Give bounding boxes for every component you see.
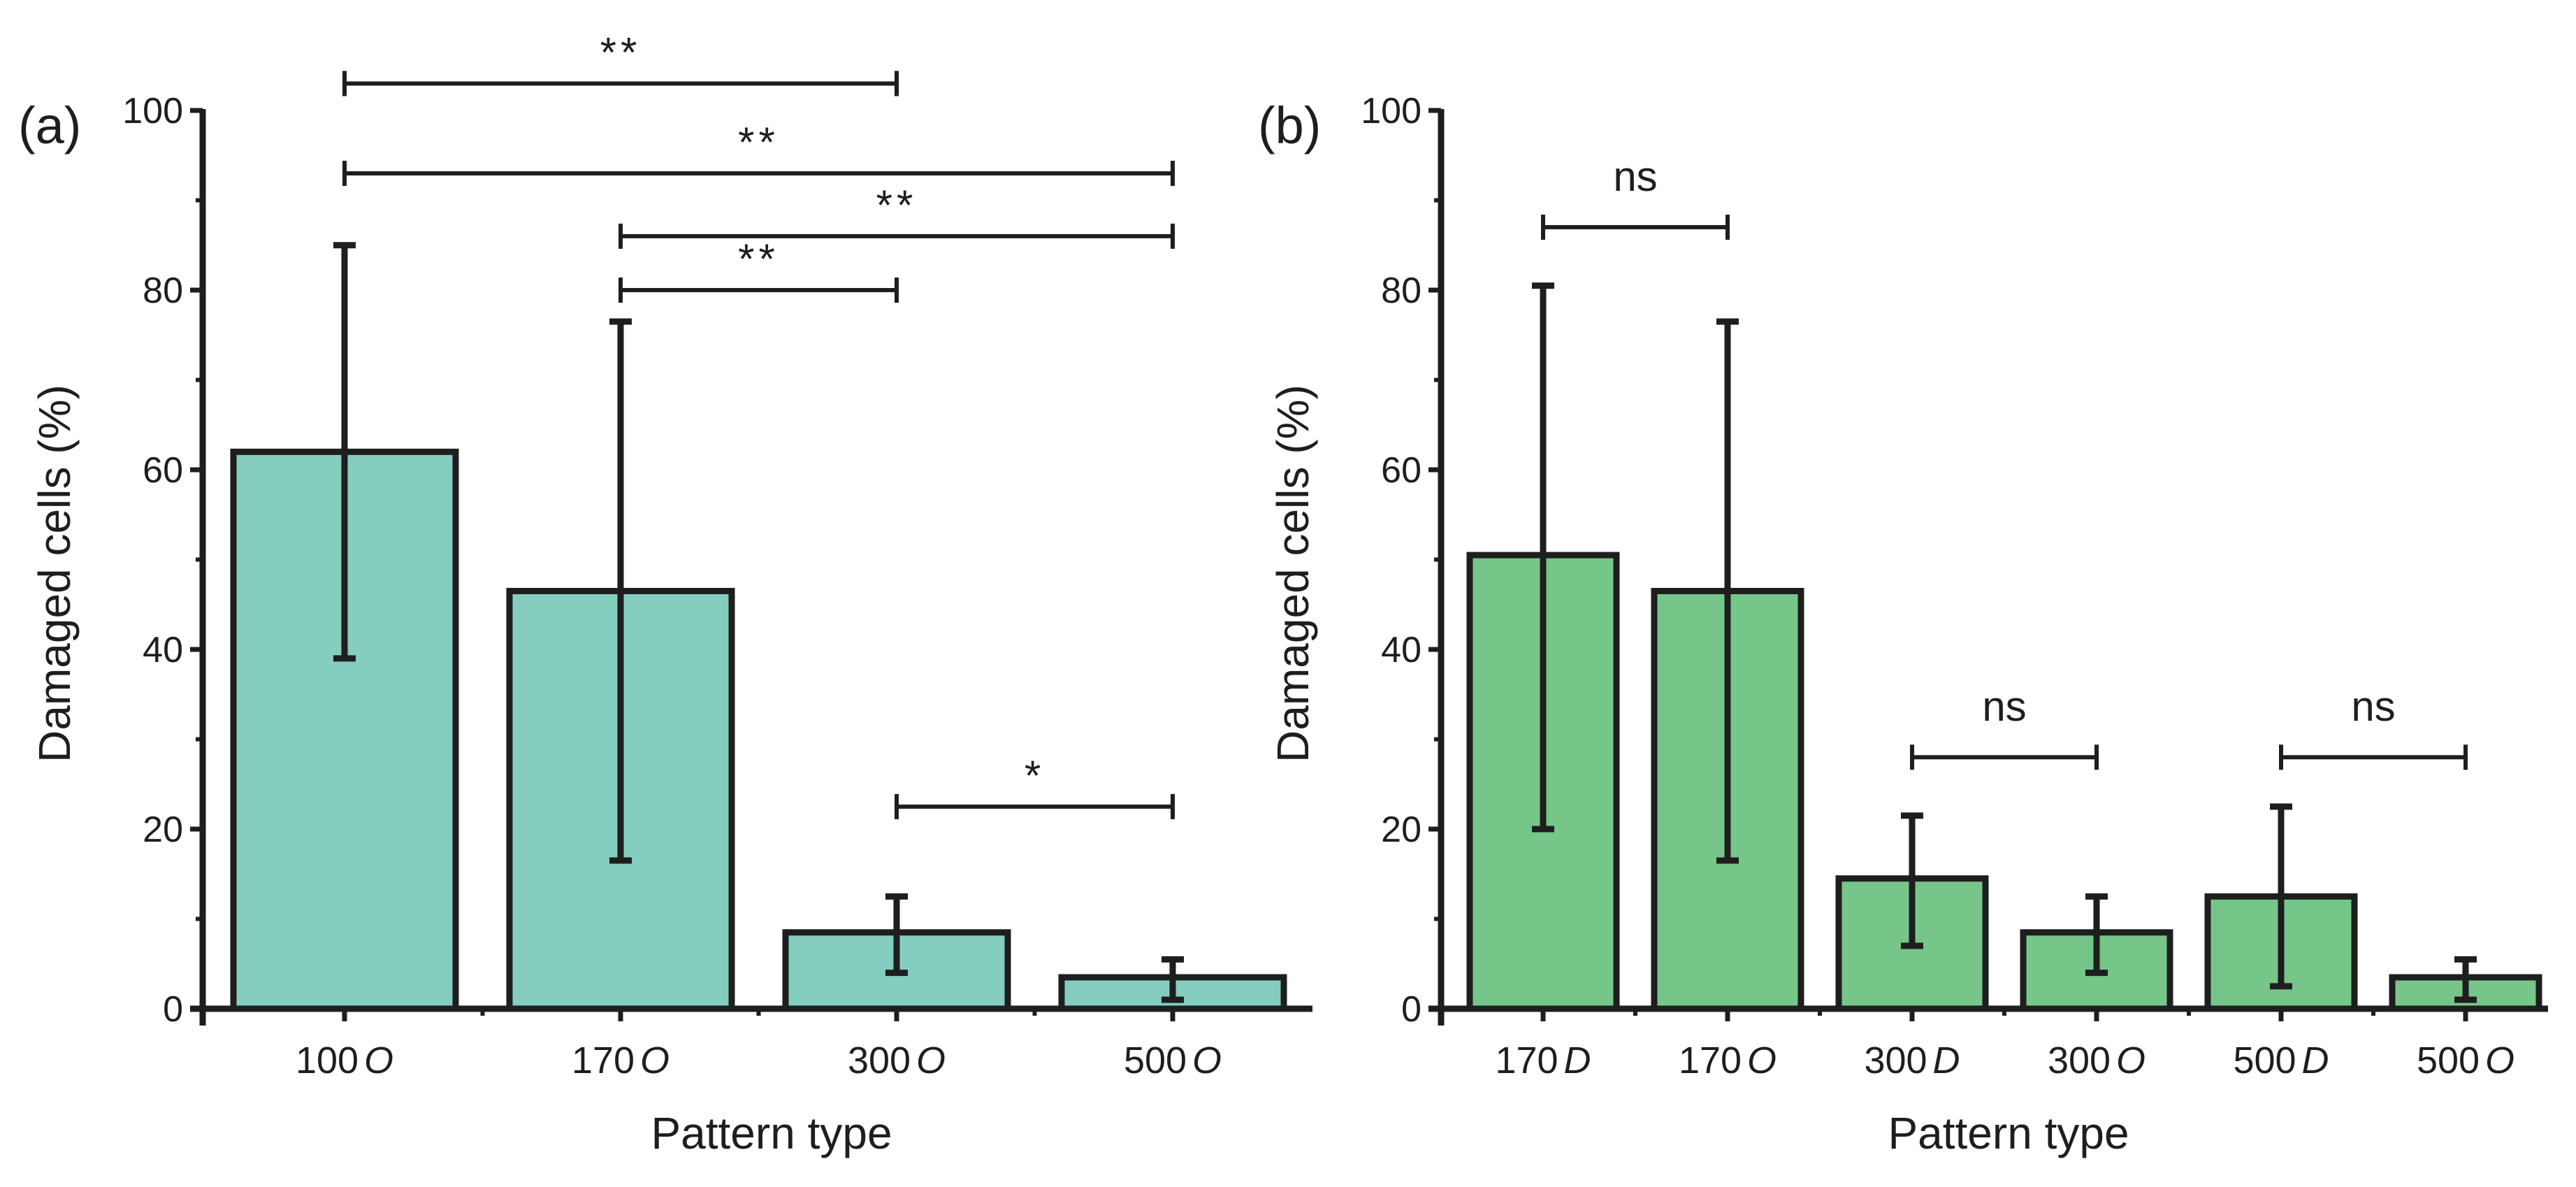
significance-label: *	[1025, 752, 1045, 799]
x-axis-title: Pattern type	[651, 1108, 892, 1158]
x-tick-label: 500 O	[1124, 1039, 1222, 1081]
y-tick-label: 20	[143, 810, 183, 850]
x-tick-label: 300 D	[1864, 1039, 1960, 1081]
panel-label: (a)	[18, 96, 81, 154]
significance-label: ns	[2351, 683, 2395, 730]
y-tick-label: 0	[163, 989, 183, 1030]
y-tick-label: 40	[143, 630, 183, 670]
y-tick-label: 20	[1381, 810, 1421, 850]
x-tick-label: 170 O	[572, 1039, 670, 1081]
y-tick-label: 100	[122, 91, 183, 131]
y-tick-label: 100	[1361, 91, 1421, 131]
x-tick-label: 500 D	[2233, 1039, 2329, 1081]
significance-label: ns	[1613, 153, 1657, 200]
significance-label: ns	[1982, 683, 2026, 730]
panel-label: (b)	[1258, 96, 1321, 154]
y-axis-title: Damaged cells (%)	[29, 384, 80, 763]
y-tick-label: 40	[1381, 630, 1421, 670]
x-tick-label: 170 D	[1495, 1039, 1591, 1081]
x-tick-label: 300 O	[848, 1039, 946, 1081]
y-tick-label: 0	[1401, 989, 1421, 1030]
significance-label: **	[600, 29, 642, 75]
panel-a: (a) 0 20 40 60 80 100 Damaged cells (%) 100 O 170 O…	[18, 29, 1312, 1158]
bar	[230, 448, 459, 1012]
x-tick-label: 300 O	[2048, 1039, 2146, 1081]
significance-label: **	[738, 236, 779, 282]
x-tick-label: 170 O	[1679, 1039, 1777, 1081]
significance-label: **	[738, 119, 779, 166]
y-tick-label: 80	[1381, 271, 1421, 311]
panel-b: (b) 0 20 40 60 80 100 Damaged cells (%) 170 D 170 O…	[1258, 91, 2548, 1158]
y-axis-title: Damaged cells (%)	[1268, 384, 1318, 763]
x-tick-label: 500 O	[2417, 1039, 2515, 1081]
y-tick-label: 60	[1381, 450, 1421, 491]
x-tick-label: 100 O	[296, 1039, 393, 1081]
x-axis-title: Pattern type	[1888, 1108, 2129, 1158]
y-tick-label: 60	[143, 450, 183, 491]
y-tick-label: 80	[143, 271, 183, 311]
significance-label: **	[876, 182, 918, 229]
